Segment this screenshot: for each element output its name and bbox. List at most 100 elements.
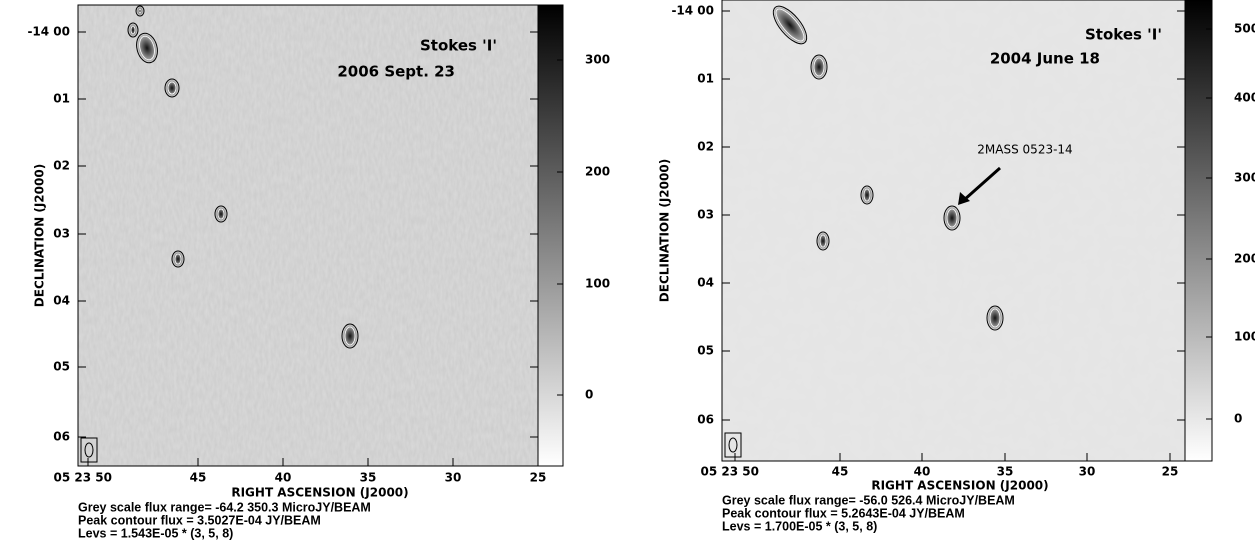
contour xyxy=(167,81,177,95)
x-tick-label: 25 xyxy=(530,471,547,485)
source xyxy=(816,231,830,251)
contour xyxy=(860,185,874,205)
contour xyxy=(810,54,828,80)
contour xyxy=(772,5,808,45)
y-tick-label: 02 xyxy=(697,140,714,154)
colorbar-label: 100 xyxy=(1234,330,1255,344)
source-core xyxy=(945,207,959,229)
contour xyxy=(986,305,1004,331)
colorbar xyxy=(1184,0,1213,462)
y-tick-label: 04 xyxy=(697,276,714,290)
x-tick-label: 35 xyxy=(360,471,377,485)
source-core xyxy=(343,325,357,347)
caption-line: Levs = 1.543E-05 * (3, 5, 8) xyxy=(78,526,233,540)
x-tick-label: 05 23 50 xyxy=(701,465,759,479)
contour xyxy=(775,8,805,42)
y-tick-label: -14 00 xyxy=(27,25,70,39)
caption-line: Grey scale flux range= -56.0 526.4 Micro… xyxy=(722,493,1015,507)
contour xyxy=(344,326,356,346)
source xyxy=(810,54,828,80)
contour xyxy=(127,22,139,38)
colorbar-label: 400 xyxy=(1234,91,1255,105)
y-axis-label: DECLINATION (J2000) xyxy=(33,164,47,307)
x-tick-label: 05 23 50 xyxy=(54,471,112,485)
title: Stokes 'I' xyxy=(420,37,497,55)
x-tick-label: 30 xyxy=(1079,465,1096,479)
source xyxy=(341,323,359,349)
x-tick-label: 25 xyxy=(1162,465,1179,479)
contour xyxy=(217,208,225,220)
annotation: 2MASS 0523-14 xyxy=(977,143,1072,157)
contour xyxy=(139,35,155,61)
source-core xyxy=(774,7,806,43)
colorbar xyxy=(537,4,564,467)
source xyxy=(772,5,808,45)
y-tick-label: 05 xyxy=(697,344,714,358)
y-tick-label: 01 xyxy=(53,92,70,106)
source xyxy=(164,78,180,98)
colorbar-label: 300 xyxy=(1234,171,1255,185)
source-core xyxy=(988,307,1002,329)
date: 2006 Sept. 23 xyxy=(337,63,455,81)
contour xyxy=(135,5,145,17)
contour xyxy=(863,188,871,202)
contour xyxy=(943,205,961,231)
contour xyxy=(138,8,142,14)
caption-line: Peak contour flux = 5.2643E-04 JY/BEAM xyxy=(722,506,965,520)
x-axis-label: RIGHT ASCENSION (J2000) xyxy=(871,479,1048,493)
y-tick-label: 06 xyxy=(53,430,70,444)
y-tick-label: 01 xyxy=(697,72,714,86)
image-noise xyxy=(722,0,1185,461)
arrow-head xyxy=(958,192,970,205)
beam xyxy=(728,437,738,453)
y-tick-label: 05 xyxy=(53,360,70,374)
x-axis-label: RIGHT ASCENSION (J2000) xyxy=(231,486,408,500)
colorbar-label: 100 xyxy=(585,277,610,291)
beam xyxy=(84,442,94,458)
source xyxy=(136,32,158,64)
source xyxy=(214,205,228,223)
title: Stokes 'I' xyxy=(1085,26,1162,44)
source xyxy=(171,250,185,268)
contour xyxy=(813,57,825,77)
caption-line: Peak contour flux = 3.5027E-04 JY/BEAM xyxy=(78,513,321,527)
y-tick-label: 02 xyxy=(53,159,70,173)
caption-line: Grey scale flux range= -64.2 350.3 Micro… xyxy=(78,500,371,514)
colorbar-label: 200 xyxy=(585,165,610,179)
contour xyxy=(341,323,359,349)
source-core xyxy=(812,56,826,78)
y-tick-label: 06 xyxy=(697,413,714,427)
y-tick-label: 03 xyxy=(697,208,714,222)
source xyxy=(127,22,139,38)
date: 2004 June 18 xyxy=(990,50,1100,68)
contour xyxy=(164,78,180,98)
x-tick-label: 40 xyxy=(914,465,931,479)
x-tick-label: 40 xyxy=(275,471,292,485)
y-tick-label: 04 xyxy=(53,294,70,308)
image-noise xyxy=(78,5,538,466)
beam-box xyxy=(724,432,742,458)
contour xyxy=(171,250,185,268)
source xyxy=(943,205,961,231)
x-tick-label: 45 xyxy=(832,465,849,479)
contour xyxy=(816,231,830,251)
contour xyxy=(946,208,958,228)
y-axis-label: DECLINATION (J2000) xyxy=(658,159,672,302)
y-tick-label: -14 00 xyxy=(671,4,714,18)
beam-box xyxy=(80,437,98,463)
contour xyxy=(214,205,228,223)
x-tick-label: 30 xyxy=(445,471,462,485)
contour xyxy=(130,25,136,35)
source xyxy=(135,5,145,17)
arrow xyxy=(963,166,1001,202)
colorbar-label: 300 xyxy=(585,53,610,67)
source-core xyxy=(129,24,137,36)
colorbar-label: 500 xyxy=(1234,22,1255,36)
x-tick-label: 45 xyxy=(190,471,207,485)
contour xyxy=(174,253,182,265)
colorbar-label: 0 xyxy=(1234,412,1242,426)
caption-line: Levs = 1.700E-05 * (3, 5, 8) xyxy=(722,519,877,533)
contour xyxy=(819,234,827,248)
contour xyxy=(136,32,158,64)
